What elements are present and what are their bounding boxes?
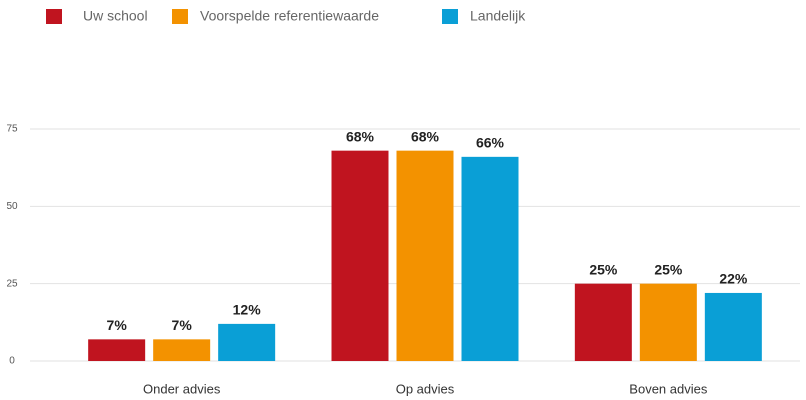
x-tick-label: Boven advies [629, 381, 708, 396]
bar [88, 339, 146, 361]
bar [331, 150, 389, 361]
value-label: 7% [172, 317, 193, 333]
y-tick-label: 75 [6, 124, 18, 135]
x-tick-label: Op advies [396, 381, 455, 396]
value-label: 66% [476, 135, 505, 151]
bar [396, 150, 454, 361]
legend-label: Voorspelde referentiewaarde [200, 8, 379, 24]
legend-label: Uw school [83, 8, 148, 24]
y-tick-label: 0 [9, 356, 15, 367]
y-tick-label: 50 [6, 201, 18, 212]
legend-swatch [172, 9, 188, 24]
value-label: 7% [107, 317, 128, 333]
legend-swatch [46, 9, 62, 24]
value-label: 25% [589, 261, 618, 277]
value-label: 25% [654, 261, 683, 277]
x-tick-label: Onder advies [143, 381, 221, 396]
legend-label: Landelijk [470, 8, 526, 24]
bar [153, 339, 211, 361]
y-tick-label: 25 [6, 278, 18, 289]
bar [574, 283, 632, 361]
value-label: 68% [411, 128, 440, 144]
value-label: 12% [233, 302, 262, 318]
value-label: 22% [719, 271, 748, 287]
value-label: 68% [346, 128, 375, 144]
bar [218, 323, 276, 361]
bar [639, 283, 697, 361]
legend-swatch [442, 9, 458, 24]
bar [461, 156, 519, 361]
bar [704, 292, 762, 361]
